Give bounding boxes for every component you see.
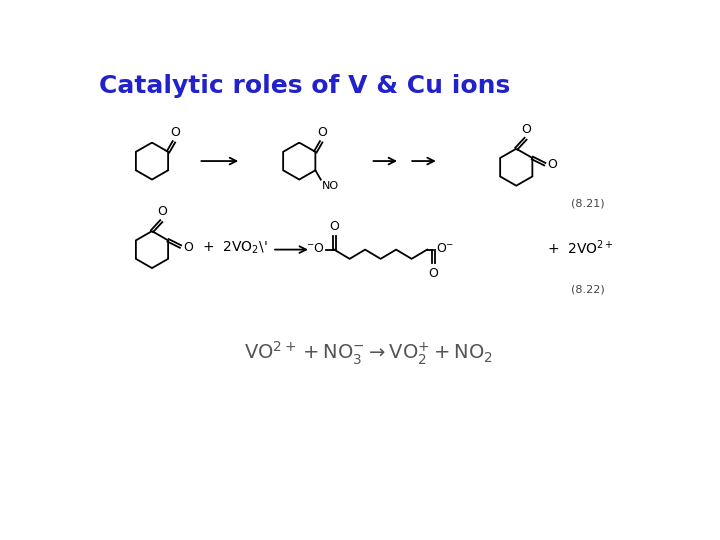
Text: O: O [547, 158, 557, 171]
Text: O: O [329, 220, 339, 233]
Text: O: O [183, 241, 193, 254]
Text: O: O [521, 123, 531, 136]
Text: O$^{-}$: O$^{-}$ [436, 241, 454, 254]
Text: Catalytic roles of V & Cu ions: Catalytic roles of V & Cu ions [99, 74, 510, 98]
Text: O: O [317, 126, 327, 139]
Text: O: O [428, 267, 438, 280]
Text: O: O [170, 126, 179, 139]
Text: NO: NO [322, 181, 338, 191]
Text: $\mathrm{VO^{2+} + NO_3^{-} \rightarrow VO_2^{+} + NO_2}$: $\mathrm{VO^{2+} + NO_3^{-} \rightarrow … [245, 340, 493, 367]
Text: $^{-}$O: $^{-}$O [306, 241, 325, 254]
Text: (8.21): (8.21) [570, 198, 604, 208]
Text: +  2VO$_2$\': + 2VO$_2$\' [202, 240, 268, 256]
Text: O: O [157, 205, 167, 218]
Text: (8.22): (8.22) [570, 284, 604, 294]
Text: +  2VO$^{2+}$: + 2VO$^{2+}$ [547, 239, 614, 258]
